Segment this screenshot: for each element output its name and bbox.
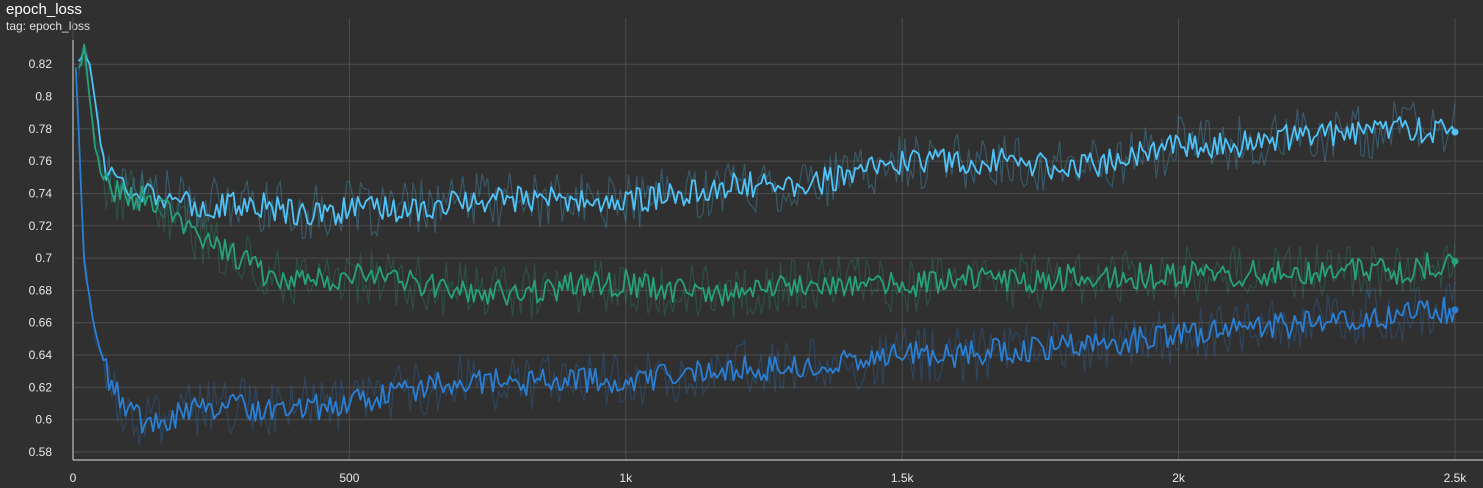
series-end-point[interactable] xyxy=(1451,306,1459,314)
x-tick-label: 2.5k xyxy=(1444,471,1468,485)
y-tick-label: 0.68 xyxy=(29,283,53,297)
y-tick-label: 0.8 xyxy=(35,90,52,104)
chart-title: epoch_loss xyxy=(6,1,82,18)
x-tick-label: 0 xyxy=(70,471,77,485)
series-smoothed-line[interactable] xyxy=(77,48,1456,226)
y-tick-label: 0.7 xyxy=(35,251,52,265)
x-tick-label: 1.5k xyxy=(891,471,915,485)
y-tick-label: 0.64 xyxy=(29,348,53,362)
grid-lines xyxy=(72,18,1483,460)
y-tick-label: 0.62 xyxy=(29,380,53,394)
y-tick-label: 0.74 xyxy=(29,186,53,200)
x-tick-label: 500 xyxy=(339,471,359,485)
axes xyxy=(72,40,1483,461)
chart-header: epoch_loss tag: epoch_loss xyxy=(6,1,90,34)
tick-labels: 0.58 0.6 0.62 0.64 0.66 0.68 0.7 0.72 0.74 0.76 0.… xyxy=(29,57,1468,485)
series-raw-line xyxy=(77,43,1456,240)
series-smoothed-line[interactable] xyxy=(74,67,1456,434)
series-end-point[interactable] xyxy=(1451,257,1459,265)
x-tick-label: 2k xyxy=(1172,471,1186,485)
y-tick-label: 0.6 xyxy=(35,413,52,427)
y-tick-label: 0.82 xyxy=(29,57,53,71)
series-end-point[interactable] xyxy=(1451,128,1459,136)
chart-subtitle: tag: epoch_loss xyxy=(6,19,91,33)
series-raw-line xyxy=(75,67,1456,446)
y-tick-label: 0.78 xyxy=(29,122,53,136)
series-layer xyxy=(74,43,1459,446)
y-tick-label: 0.72 xyxy=(29,219,53,233)
y-tick-label: 0.58 xyxy=(29,445,53,459)
y-tick-label: 0.66 xyxy=(29,316,53,330)
series-smoothed-line[interactable] xyxy=(77,43,1456,307)
series-raw-line xyxy=(77,57,1456,320)
y-tick-label: 0.76 xyxy=(29,154,53,168)
x-tick-label: 1k xyxy=(619,471,633,485)
